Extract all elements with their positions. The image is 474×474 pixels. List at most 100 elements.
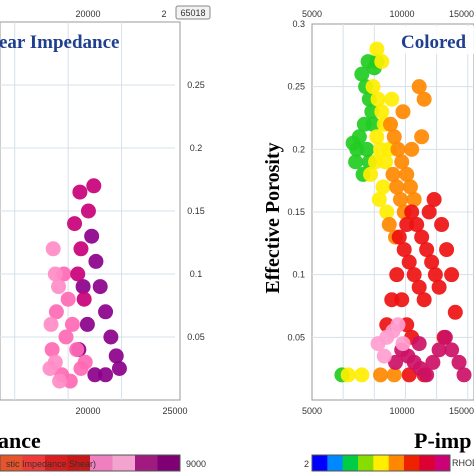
right-point-s1-16 <box>354 367 370 383</box>
right-point-s5-2 <box>390 317 406 333</box>
left-colorbar-swatch-5 <box>112 455 136 471</box>
right-point-s1-8 <box>378 154 394 170</box>
right-point-s1-11 <box>371 191 387 207</box>
left-point-s1-8 <box>58 329 74 345</box>
left-point-s2-3 <box>76 291 92 307</box>
left-point-s0-0 <box>84 228 100 244</box>
left-colorbar-border <box>0 454 181 472</box>
right-point-s2-10 <box>399 166 415 182</box>
right-point-s3-3 <box>406 267 422 283</box>
left-colorbar-swatch-6 <box>135 455 158 471</box>
left-badge: 65018 <box>180 8 205 18</box>
left-bottom-tick-1: 20000 <box>75 406 100 416</box>
right-x-axis-label: P-imp <box>414 428 471 453</box>
left-point-s0-8 <box>79 316 95 332</box>
left-x-axis-label: ance <box>0 428 41 453</box>
right-point-s3-0 <box>391 229 407 245</box>
left-colorbar-swatch-3 <box>67 455 91 471</box>
left-point-s0-11 <box>111 361 127 376</box>
right-y-tick-5: 0.05 <box>287 332 305 342</box>
right-point-s4-9 <box>387 354 403 370</box>
right-point-s1-0 <box>365 79 381 95</box>
left-point-s0-2 <box>92 279 108 295</box>
left-point-s3-2 <box>51 279 67 295</box>
right-colorbar <box>311 454 451 472</box>
right-y-tick-2: 0.2 <box>292 144 305 154</box>
right-point-s2-6 <box>392 191 408 207</box>
right-point-s1-4 <box>369 129 385 145</box>
left-point-s1-9 <box>48 304 64 320</box>
right-point-s1-2 <box>374 104 390 120</box>
right-point-s0-14 <box>345 135 361 151</box>
right-point-s2-17 <box>414 129 430 145</box>
right-point-s2-5 <box>389 179 405 195</box>
left-colorbar-max: 9000 <box>186 459 206 469</box>
right-point-s2-3 <box>394 154 410 170</box>
right-point-s3-18 <box>421 204 437 220</box>
right-point-s1-12 <box>379 204 395 220</box>
right-point-s1-7 <box>363 166 379 182</box>
right-point-s3-5 <box>416 292 432 308</box>
right-point-s3-12 <box>427 267 443 283</box>
left-point-s0-9 <box>75 279 91 295</box>
right-colorbar-swatch-0 <box>312 455 328 471</box>
left-colorbar-swatch-7 <box>157 455 181 471</box>
right-point-s2-11 <box>402 179 418 195</box>
left-point-s0-1 <box>88 253 104 269</box>
right-panel: Colored 0.3 0.25 0.2 0.15 0.1 0.05 5000 10000… <box>262 9 474 472</box>
left-y-tick-4: 0.05 <box>187 332 205 342</box>
right-point-s2-19 <box>373 367 389 383</box>
left-point-s0-3 <box>98 304 114 320</box>
left-point-s1-2 <box>64 316 80 332</box>
left-point-s0-4 <box>103 329 119 345</box>
right-point-s3-14 <box>389 267 405 283</box>
left-gridlines <box>0 22 175 400</box>
left-point-s1-6 <box>62 373 78 389</box>
right-y-ticks: 0.3 0.25 0.2 0.15 0.1 0.05 <box>287 19 305 342</box>
right-point-s3-19 <box>426 191 442 207</box>
right-point-s2-16 <box>416 91 432 107</box>
right-point-s2-0 <box>383 116 399 132</box>
right-point-s0-11 <box>359 141 375 157</box>
right-point-s5-4 <box>376 348 392 364</box>
right-point-s4-12 <box>411 336 427 352</box>
left-colorbar-swatch-2 <box>45 455 68 471</box>
left-point-s2-1 <box>73 241 89 257</box>
left-colorbar <box>0 454 181 472</box>
left-top-tick-2: 2 <box>161 9 166 19</box>
right-top-tick-2: 10000 <box>389 9 414 19</box>
left-colorbar-swatch-1 <box>22 455 46 471</box>
right-point-s1-1 <box>370 91 386 107</box>
right-title-bg <box>396 26 474 54</box>
left-y-tick-0: 0.25 <box>187 80 205 90</box>
right-panel-title: Colored <box>401 32 467 53</box>
right-colorbar-swatch-3 <box>358 455 374 471</box>
right-point-s1-14 <box>374 54 390 70</box>
right-point-s1-10 <box>375 179 391 195</box>
right-point-s2-15 <box>411 79 427 95</box>
left-bottom-tick-2: 25000 <box>162 406 187 416</box>
right-point-s2-4 <box>385 166 401 182</box>
right-point-s2-18 <box>386 367 402 383</box>
right-point-s3-4 <box>411 279 427 295</box>
left-y-tick-2: 0.15 <box>187 206 205 216</box>
right-point-s3-25 <box>401 367 417 383</box>
right-colorbar-swatch-1 <box>327 455 344 471</box>
right-colorbar-swatch-6 <box>404 455 420 471</box>
left-y-tick-1: 0.2 <box>190 143 203 153</box>
left-point-s3-1 <box>47 266 63 282</box>
right-colorbar-border <box>311 454 451 472</box>
right-points <box>334 41 472 383</box>
right-bottom-tick-2: 10000 <box>389 406 414 416</box>
left-point-s2-2 <box>70 266 86 282</box>
right-point-s4-11 <box>456 367 472 383</box>
right-point-s3-23 <box>384 292 400 308</box>
right-y-tick-0: 0.3 <box>292 19 305 29</box>
right-point-s4-10 <box>451 354 467 370</box>
left-colorbar-label: stic Impedance Shear) <box>6 459 96 469</box>
left-point-s2-0 <box>67 216 83 232</box>
left-point-s1-3 <box>69 342 85 358</box>
left-point-s2-4 <box>80 203 96 219</box>
right-top-tick-1: 5000 <box>302 9 322 19</box>
right-point-s2-8 <box>381 217 397 233</box>
